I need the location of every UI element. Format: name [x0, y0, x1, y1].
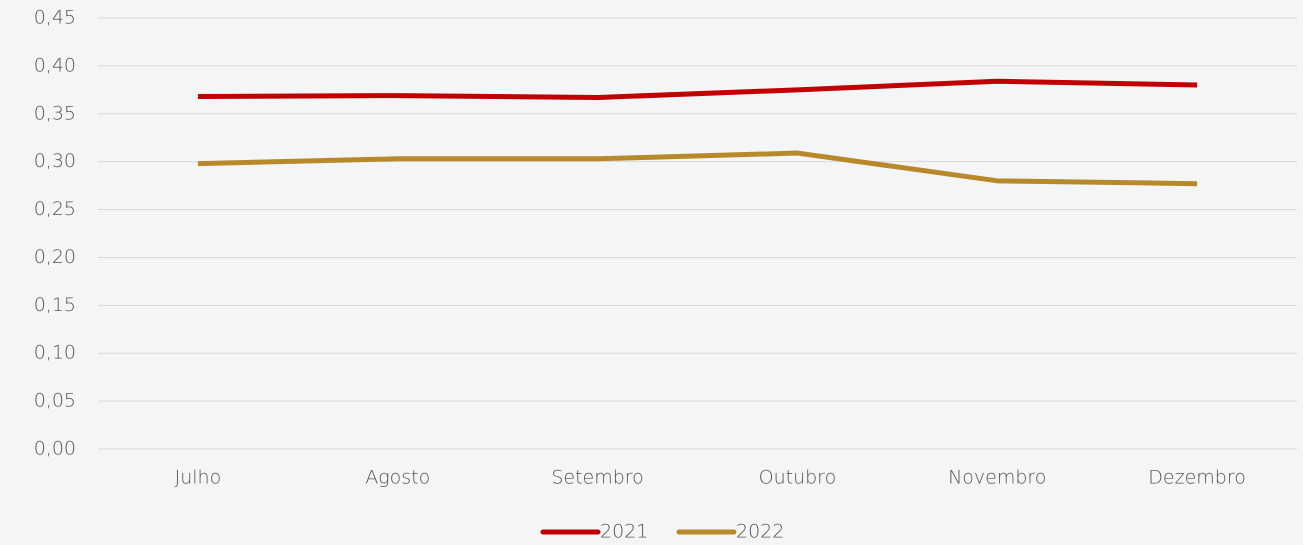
y-tick-label: 0,25	[34, 198, 76, 220]
y-tick-label: 0,35	[34, 102, 76, 124]
x-tick-label: Outubro	[759, 467, 837, 489]
line-series	[197, 78, 1198, 100]
y-tick-label: 0,10	[34, 342, 76, 364]
x-tick-label: Dezembro	[1148, 467, 1246, 489]
y-tick-label: 0,45	[34, 7, 76, 29]
y-tick-label: 0,40	[34, 54, 76, 76]
x-tick-label: Novembro	[948, 467, 1046, 489]
y-tick-label: 0,20	[34, 246, 76, 268]
legend-label: 2021	[600, 521, 648, 543]
y-tick-label: 0,05	[34, 390, 76, 412]
line-series	[197, 150, 1198, 187]
y-tick-label: 0,00	[34, 438, 76, 460]
x-tick-label: Agosto	[365, 467, 430, 489]
x-tick-label: Setembro	[551, 467, 643, 489]
y-tick-label: 0,30	[34, 150, 76, 172]
legend-label: 2022	[736, 521, 784, 543]
x-tick-label: Julho	[175, 467, 222, 489]
y-tick-label: 0,15	[34, 294, 76, 316]
